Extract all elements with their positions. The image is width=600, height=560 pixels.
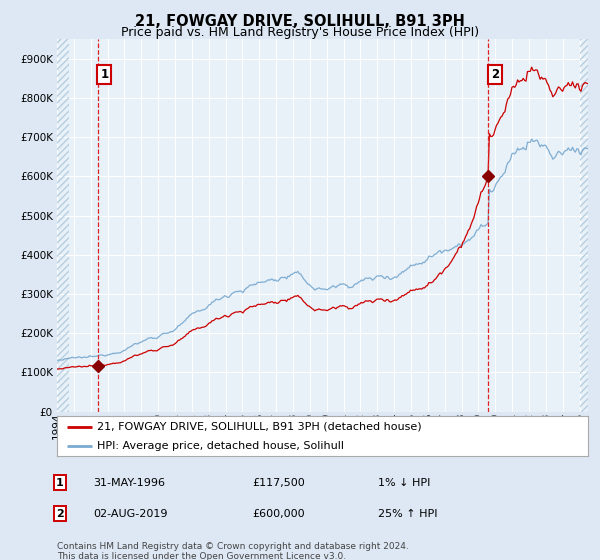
Text: Contains HM Land Registry data © Crown copyright and database right 2024.
This d: Contains HM Land Registry data © Crown c… xyxy=(57,542,409,560)
Text: 21, FOWGAY DRIVE, SOLIHULL, B91 3PH (detached house): 21, FOWGAY DRIVE, SOLIHULL, B91 3PH (det… xyxy=(97,422,421,432)
Text: HPI: Average price, detached house, Solihull: HPI: Average price, detached house, Soli… xyxy=(97,441,344,450)
Text: 2: 2 xyxy=(56,508,64,519)
Text: 02-AUG-2019: 02-AUG-2019 xyxy=(93,508,167,519)
Text: 1: 1 xyxy=(56,478,64,488)
Text: 25% ↑ HPI: 25% ↑ HPI xyxy=(378,508,437,519)
Text: 21, FOWGAY DRIVE, SOLIHULL, B91 3PH: 21, FOWGAY DRIVE, SOLIHULL, B91 3PH xyxy=(135,14,465,29)
Text: 1% ↓ HPI: 1% ↓ HPI xyxy=(378,478,430,488)
Text: 2: 2 xyxy=(491,68,499,81)
Bar xyxy=(57,39,69,412)
Text: £117,500: £117,500 xyxy=(252,478,305,488)
Text: Price paid vs. HM Land Registry's House Price Index (HPI): Price paid vs. HM Land Registry's House … xyxy=(121,26,479,39)
Bar xyxy=(580,39,588,412)
Text: 31-MAY-1996: 31-MAY-1996 xyxy=(93,478,165,488)
Text: £600,000: £600,000 xyxy=(252,508,305,519)
Text: 1: 1 xyxy=(100,68,109,81)
